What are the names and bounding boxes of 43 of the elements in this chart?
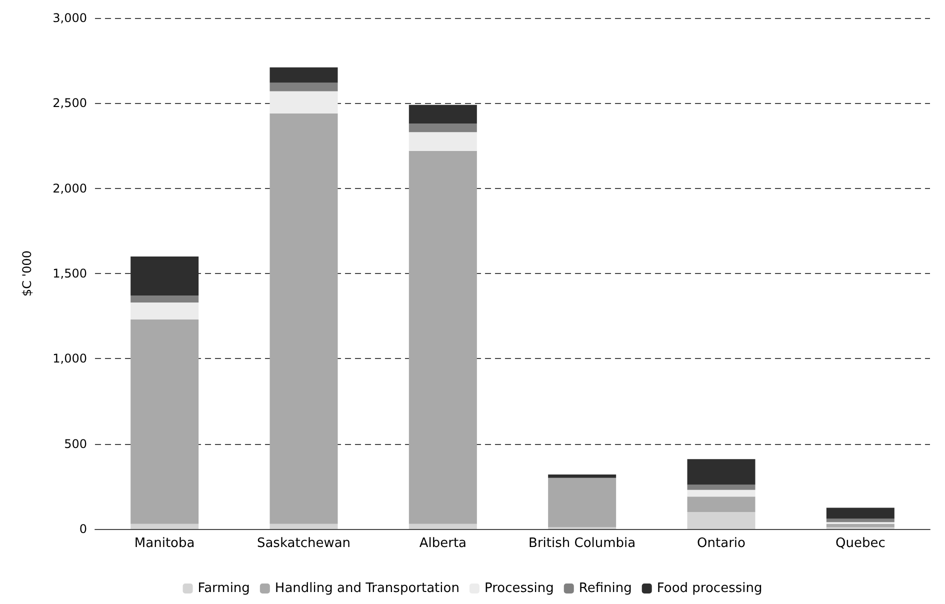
x-tick-label: Quebec (835, 536, 886, 551)
bar (270, 113, 338, 524)
bar (687, 459, 756, 485)
y-tick-label: 0 (79, 522, 87, 536)
x-tick-label: Saskatchewan (256, 536, 351, 551)
y-tick-label: 3,000 (52, 11, 87, 25)
bar (687, 490, 756, 497)
bar (826, 508, 894, 519)
bar (270, 524, 338, 529)
legend-label: Refining (578, 581, 632, 596)
y-tick-label: 2,000 (52, 181, 87, 196)
x-tick-label: Alberta (419, 536, 467, 551)
bar (687, 496, 756, 512)
bar (548, 478, 616, 528)
x-tick-label: Manitoba (134, 536, 195, 551)
y-axis-title: $C '000 (20, 250, 34, 297)
bar (408, 132, 477, 151)
bar (826, 524, 894, 528)
legend-label: Processing (484, 581, 554, 596)
y-tick-label: 1,000 (52, 352, 87, 366)
legend-label: Food processing (656, 581, 762, 596)
bar (408, 524, 477, 529)
bar (270, 67, 338, 83)
bar (548, 474, 616, 478)
bar (270, 82, 338, 92)
bar (687, 484, 756, 490)
bar (130, 296, 199, 302)
bar (130, 319, 199, 524)
y-tick-label: 1,500 (52, 266, 87, 280)
y-tick-label: 500 (64, 436, 87, 451)
bar (408, 104, 477, 124)
y-tick-label: 2,500 (52, 96, 87, 110)
legend-label: Farming (198, 581, 250, 596)
bar (687, 512, 756, 529)
bar (130, 524, 199, 529)
x-tick-label: British Columbia (528, 536, 636, 551)
bar (130, 302, 199, 320)
legend-label: Handling and Transportation (274, 581, 460, 596)
x-tick-label: Ontario (697, 536, 746, 551)
bar (408, 124, 477, 132)
bar (408, 150, 477, 524)
bar (130, 256, 199, 296)
bar (270, 91, 338, 114)
